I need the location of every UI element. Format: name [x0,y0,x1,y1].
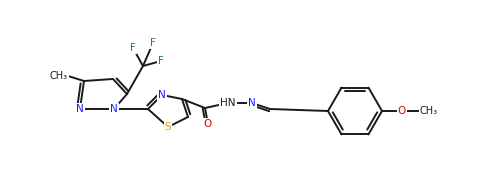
Text: CH₃: CH₃ [420,106,438,116]
Text: O: O [204,119,212,129]
Text: CH₃: CH₃ [50,71,68,81]
Text: O: O [398,106,406,116]
Text: N: N [158,90,166,100]
Text: S: S [165,122,171,132]
Text: F: F [150,38,156,48]
Text: N: N [76,104,84,114]
Text: F: F [130,43,136,53]
Text: HN: HN [220,98,236,108]
Text: N: N [248,98,256,108]
Text: F: F [158,56,164,66]
Text: N: N [110,104,118,114]
